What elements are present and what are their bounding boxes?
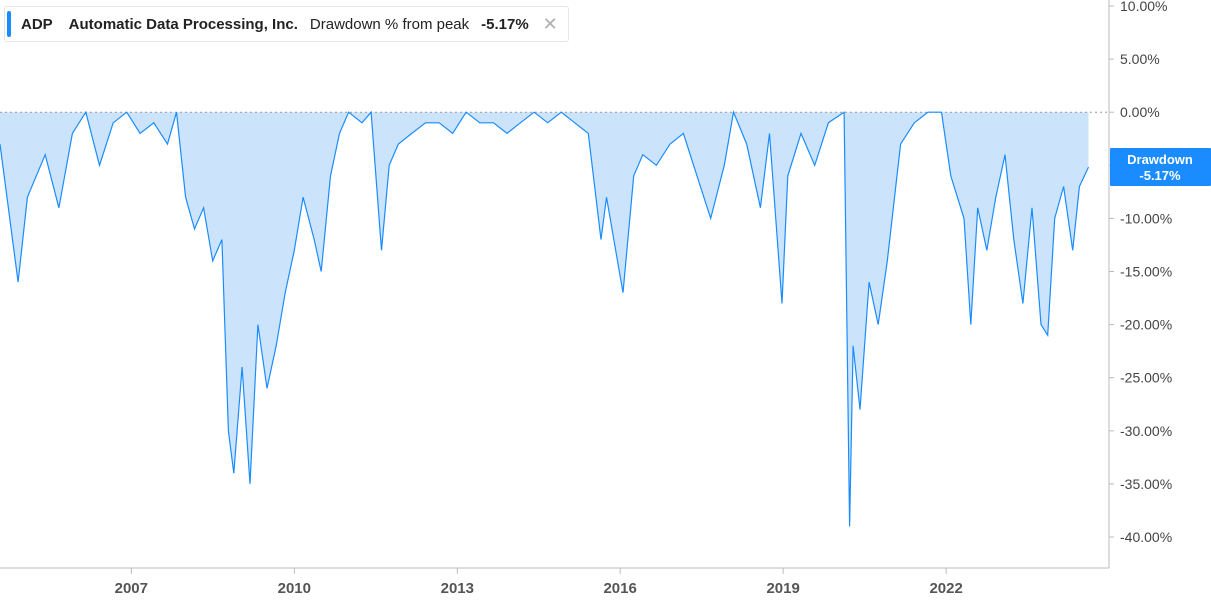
current-drawdown-badge: Drawdown -5.17% xyxy=(1110,148,1211,186)
x-tick-label: 2016 xyxy=(603,580,636,597)
x-tick-label: 2007 xyxy=(115,580,148,597)
drawdown-area-fill xyxy=(0,112,1089,527)
y-tick-label: -10.00% xyxy=(1120,210,1172,226)
x-tick-label: 2022 xyxy=(929,580,962,597)
series-color-swatch xyxy=(7,11,11,37)
y-tick-label: -30.00% xyxy=(1120,423,1172,439)
badge-background xyxy=(1110,148,1211,186)
badge-label: Drawdown xyxy=(1127,152,1193,167)
legend-current-value: -5.17% xyxy=(481,15,529,33)
y-tick-label: -35.00% xyxy=(1120,476,1172,492)
x-tick-label: 2019 xyxy=(766,580,799,597)
y-tick-label: -40.00% xyxy=(1120,529,1172,545)
y-tick-label: 5.00% xyxy=(1120,51,1160,67)
legend-ticker: ADP xyxy=(21,15,53,33)
y-tick-label: -15.00% xyxy=(1120,264,1172,280)
close-icon[interactable]: ✕ xyxy=(542,14,558,34)
y-tick-label: -25.00% xyxy=(1120,370,1172,386)
x-tick-label: 2013 xyxy=(441,580,474,597)
y-tick-label: -20.00% xyxy=(1120,317,1172,333)
y-axis-ticks: 10.00%5.00%0.00%-5.00%-10.00%-15.00%-20.… xyxy=(1109,0,1172,545)
x-tick-label: 2010 xyxy=(278,580,311,597)
badge-value: -5.17% xyxy=(1139,168,1181,183)
y-tick-label: 10.00% xyxy=(1120,0,1167,14)
series-legend: ADP Automatic Data Processing, Inc. Draw… xyxy=(4,6,569,42)
y-tick-label: 0.00% xyxy=(1120,104,1160,120)
legend-metric-name: Drawdown % from peak xyxy=(309,15,470,33)
legend-company-name: Automatic Data Processing, Inc. xyxy=(68,15,298,33)
plot-area xyxy=(0,110,1109,527)
x-axis-ticks: 2007 2010 2013 2016 2019 2022 xyxy=(115,568,963,597)
drawdown-series-line xyxy=(0,110,1090,527)
